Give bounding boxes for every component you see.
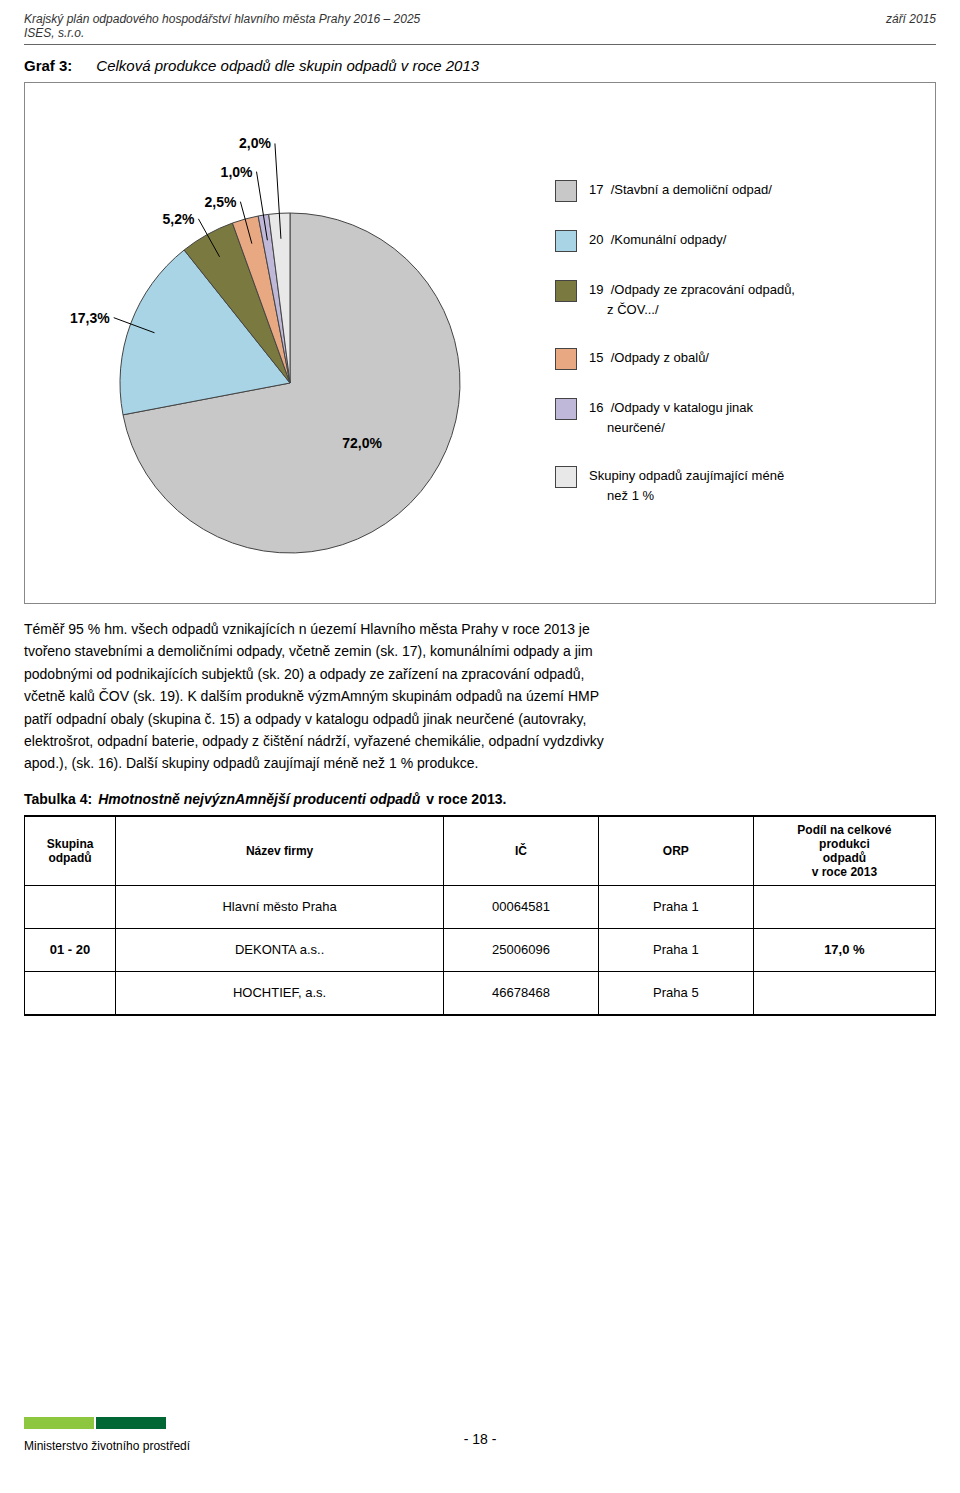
html-text:20 /Komunální odpady/: 20 /Komunální odpady/: [589, 232, 727, 247]
html-text:Praha 5: Praha 5: [653, 985, 699, 1001]
html-text:Tabulka 4: Hmotnostně nejvýznA: Tabulka 4: Hmotnostně nejvýznAmnější pro…: [24, 790, 507, 807]
html-text:Ministerstvo životního prostře: Ministerstvo životního prostředí: [24, 1439, 191, 1453]
html-text:Krajský plán odpadového hospod: Krajský plán odpadového hospodářství hla…: [24, 12, 421, 26]
html-text:Podíl na celkové produkci odpa: Podíl na celkové produkci odpadů v roce …: [797, 822, 892, 879]
html-text:01 - 20: 01 - 20: [49, 942, 91, 958]
html-text:46678468: 46678468: [492, 985, 550, 1001]
html-text:00064581: 00064581: [492, 899, 550, 915]
html-text:17,0 %: 17,0 %: [824, 942, 865, 958]
html-text:DEKONTA a.s..: DEKONTA a.s..: [234, 942, 325, 958]
html-text:Hlavní město Praha: Hlavní město Praha: [222, 899, 337, 915]
html-text:ISES, s.r.o.: ISES, s.r.o.: [24, 26, 85, 40]
svg-text:1,0%: 1,0%: [221, 164, 253, 180]
html-text:19 /Odpady ze zpracování odpad: 19 /Odpady ze zpracování odpadů, z ČOV..…: [589, 282, 795, 317]
html-text:17 /Stavbní a demoliční odpad/: 17 /Stavbní a demoliční odpad/: [589, 182, 772, 197]
html-text:Skupiny odpadů zaujímající mén: Skupiny odpadů zaujímající méně než 1 %: [589, 468, 785, 503]
html-text:25006096: 25006096: [492, 942, 550, 958]
html-text:ORP: ORP: [662, 843, 689, 858]
html-text:HOCHTIEF, a.s.: HOCHTIEF, a.s.: [233, 985, 327, 1001]
svg-text:5,2%: 5,2%: [162, 211, 194, 227]
html-text:16 /Odpady v katalogu jinak ne: 16 /Odpady v katalogu jinak neurčené/: [589, 400, 754, 435]
html-text:Název firmy: Název firmy: [245, 843, 314, 858]
html-text:Praha 1: Praha 1: [653, 942, 699, 958]
html-text:15 /Odpady z obalů/: 15 /Odpady z obalů/: [589, 350, 709, 365]
svg-text:2,0%: 2,0%: [239, 135, 271, 151]
html-text:Skupina odpadů: Skupina odpadů: [46, 836, 94, 865]
svg-text:72,0%: 72,0%: [342, 435, 382, 451]
html-text:září 2015: září 2015: [886, 12, 936, 26]
html-text:IČ: IČ: [515, 843, 527, 858]
svg-text:2,5%: 2,5%: [204, 194, 236, 210]
html-text:Téměř 95 % hm. všech odpadů vz: Téměř 95 % hm. všech odpadů vznikajících…: [24, 621, 604, 772]
html-text:- 18 -: - 18 -: [463, 1431, 497, 1447]
svg-text:17,3%: 17,3%: [70, 310, 110, 326]
html-text:Praha 1: Praha 1: [653, 899, 699, 915]
html-text:Graf 3:: Graf 3:: [24, 57, 73, 74]
html-text:Celková produkce odpadů dle sk: Celková produkce odpadů dle skupin odpad…: [96, 57, 480, 74]
